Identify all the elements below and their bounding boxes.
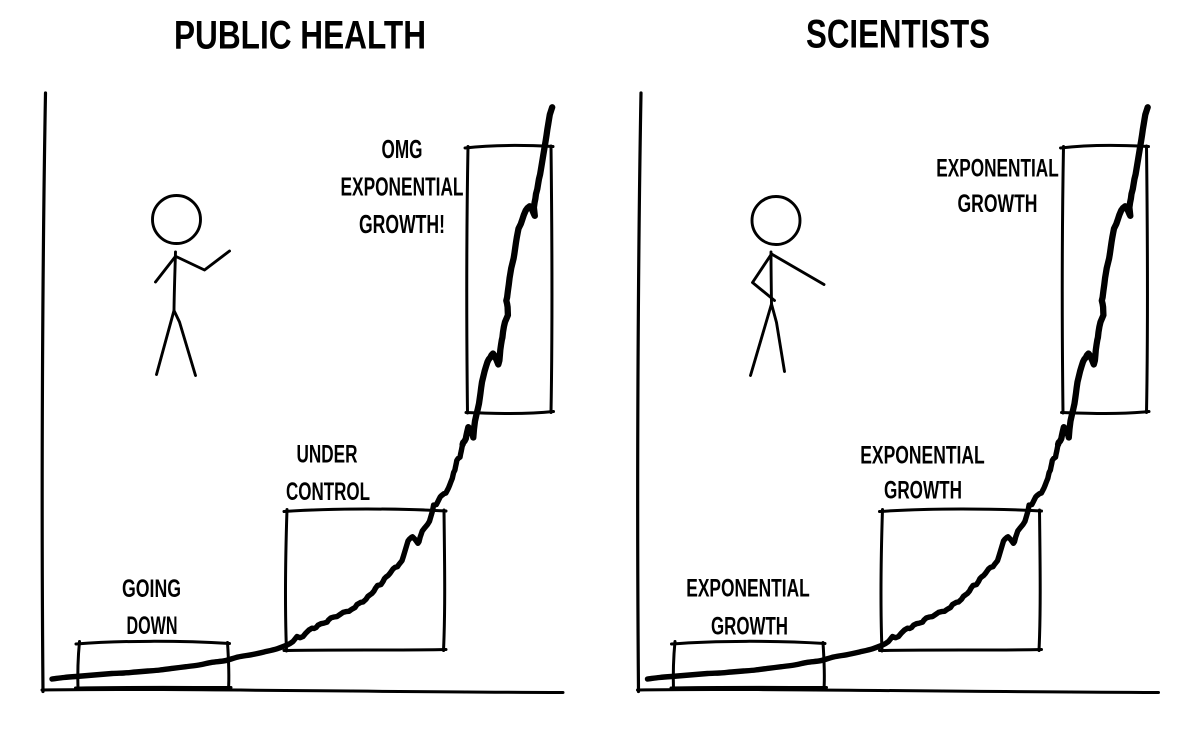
- svg-text:GOING: GOING: [122, 575, 181, 603]
- svg-text:EXPONENTIAL: EXPONENTIAL: [936, 155, 1059, 183]
- svg-text:EXPONENTIAL: EXPONENTIAL: [341, 172, 464, 202]
- svg-text:GROWTH!: GROWTH!: [359, 209, 445, 239]
- svg-text:SCIENTISTS: SCIENTISTS: [806, 13, 990, 57]
- svg-text:GROWTH: GROWTH: [711, 613, 788, 641]
- svg-text:EXPONENTIAL: EXPONENTIAL: [860, 442, 985, 470]
- svg-text:GROWTH: GROWTH: [958, 190, 1038, 218]
- svg-text:EXPONENTIAL: EXPONENTIAL: [686, 575, 810, 603]
- svg-text:GROWTH: GROWTH: [884, 477, 962, 505]
- svg-text:CONTROL: CONTROL: [286, 478, 370, 506]
- svg-text:PUBLIC HEALTH: PUBLIC HEALTH: [174, 14, 426, 58]
- svg-text:OMG: OMG: [382, 134, 423, 164]
- svg-text:DOWN: DOWN: [127, 612, 178, 640]
- svg-text:UNDER: UNDER: [297, 441, 358, 469]
